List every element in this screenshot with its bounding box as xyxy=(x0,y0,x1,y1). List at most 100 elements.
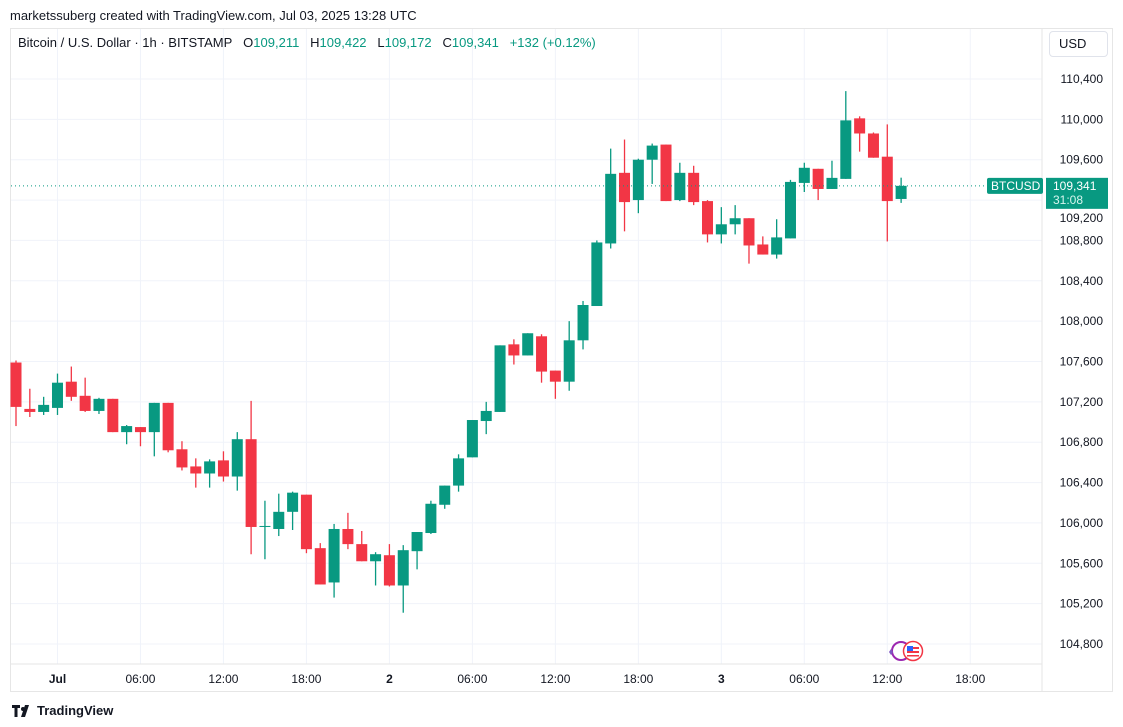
candle xyxy=(563,321,575,391)
candle-body xyxy=(425,503,437,534)
candle xyxy=(51,373,63,415)
candle xyxy=(867,132,879,158)
candle-body xyxy=(10,362,22,407)
time-tick-label: 3 xyxy=(718,672,725,686)
candle xyxy=(439,485,451,509)
candle xyxy=(342,512,354,550)
chart-frame xyxy=(10,28,1113,692)
candle xyxy=(107,398,119,433)
candle-body xyxy=(259,525,271,527)
candle-body xyxy=(784,181,796,239)
candle xyxy=(508,339,520,365)
footer-brand: TradingView xyxy=(12,703,113,718)
candle xyxy=(93,397,105,414)
low-label: L xyxy=(377,35,385,50)
candle-body xyxy=(674,172,686,201)
chart-legend: Bitcoin / U.S. Dollar · 1h · BITSTAMP O1… xyxy=(18,35,596,50)
candle-body xyxy=(840,120,852,179)
symbol-title[interactable]: Bitcoin / U.S. Dollar · 1h · BITSTAMP xyxy=(18,35,233,50)
time-tick-label: 06:00 xyxy=(457,672,487,686)
candle xyxy=(314,543,326,585)
candle xyxy=(397,545,409,613)
candle xyxy=(784,179,796,239)
candle xyxy=(79,377,91,412)
candle-body xyxy=(646,145,658,160)
price-tick-label: 106,400 xyxy=(1060,476,1104,490)
close-value: 109,341 xyxy=(451,35,499,50)
candle xyxy=(176,441,188,471)
candle-body xyxy=(314,548,326,585)
candle xyxy=(287,491,299,530)
candle xyxy=(148,402,160,457)
footer-brand-text: TradingView xyxy=(37,703,114,718)
candle xyxy=(494,345,506,412)
candle-body xyxy=(245,439,257,527)
candle-body xyxy=(148,402,160,433)
price-tag-background xyxy=(1046,177,1108,209)
candle-body xyxy=(162,402,174,451)
candle-body xyxy=(688,172,700,203)
candle-body xyxy=(812,168,824,189)
candle xyxy=(38,396,50,415)
candle xyxy=(619,139,631,232)
candle-body xyxy=(660,144,672,202)
candle xyxy=(826,160,838,189)
candle xyxy=(370,552,382,586)
price-tick-label: 106,000 xyxy=(1060,516,1104,530)
tradingview-logo-icon xyxy=(12,704,29,717)
price-tick-label: 110,400 xyxy=(1061,72,1104,86)
candle-body xyxy=(826,177,838,189)
price-tick-label: 110,000 xyxy=(1061,112,1104,126)
candle-body xyxy=(93,398,105,411)
price-tick-label: 108,800 xyxy=(1060,233,1104,247)
candle-body xyxy=(549,370,561,382)
candle xyxy=(134,427,146,447)
candle-body xyxy=(702,201,713,235)
candle xyxy=(383,544,395,587)
candle xyxy=(273,493,285,537)
candle xyxy=(702,200,713,243)
candle-body xyxy=(881,156,893,202)
candle xyxy=(480,401,492,435)
currency-button[interactable]: USD xyxy=(1049,31,1108,57)
price-tick-label: 104,800 xyxy=(1060,637,1104,651)
candle-body xyxy=(798,167,810,183)
candle xyxy=(646,143,658,184)
candle-body xyxy=(522,333,534,356)
price-tick-label: 108,400 xyxy=(1060,274,1104,288)
candle-body xyxy=(328,528,340,583)
candle-body xyxy=(605,173,617,244)
candle xyxy=(162,402,174,453)
candle-body xyxy=(287,492,299,512)
time-tick-label: 06:00 xyxy=(789,672,819,686)
price-axis: 110,400 110,000 109,600 109,200 108,800 108,4… xyxy=(1060,72,1104,651)
candle xyxy=(466,420,478,458)
candle-body xyxy=(577,305,589,341)
candle xyxy=(798,162,810,192)
high-label: H xyxy=(310,35,320,50)
price-tick-label: 105,600 xyxy=(1060,556,1104,570)
candle xyxy=(190,458,202,488)
candle-body xyxy=(480,410,492,422)
price-tick-label: 108,000 xyxy=(1060,314,1104,328)
candle-body xyxy=(508,344,520,356)
candle-body xyxy=(38,404,50,412)
time-tick-label: 18:00 xyxy=(291,672,321,686)
time-tick-label: Jul xyxy=(49,672,66,686)
candle xyxy=(121,425,133,445)
price-tick-label: 109,600 xyxy=(1060,153,1104,167)
price-tag: 109,341 31:08 xyxy=(1046,177,1108,209)
candle xyxy=(245,400,257,555)
candle xyxy=(660,144,672,202)
candle-body xyxy=(771,237,783,255)
candle xyxy=(729,205,741,235)
candle-body xyxy=(370,554,382,562)
low-value: 109,172 xyxy=(384,35,432,50)
time-tick-label: 12:00 xyxy=(208,672,238,686)
candle xyxy=(204,459,216,488)
high-value: 109,422 xyxy=(319,35,367,50)
us-flag-icon[interactable] xyxy=(902,640,924,662)
candle xyxy=(453,454,465,492)
candle xyxy=(840,91,852,179)
